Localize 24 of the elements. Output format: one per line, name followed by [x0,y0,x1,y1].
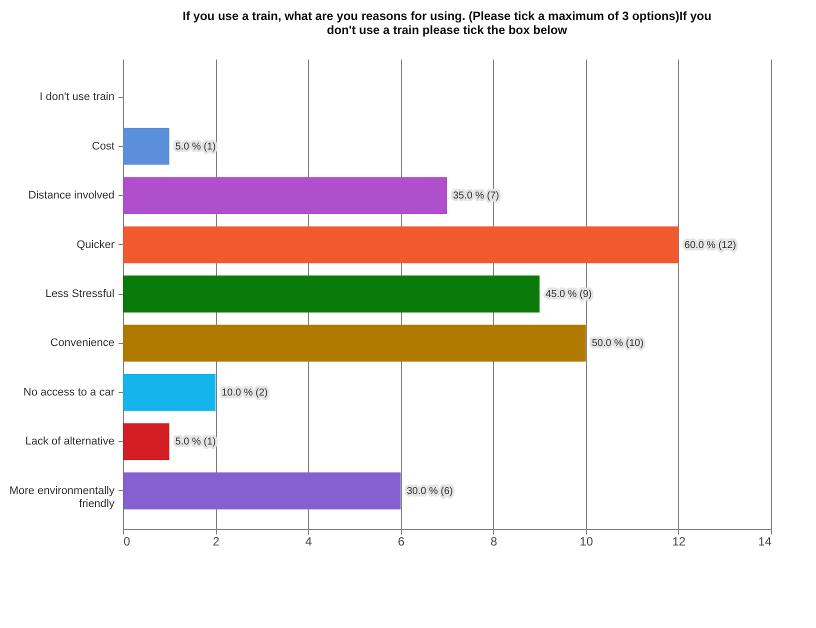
data-label: 30.0 % (6) [406,486,453,497]
data-label: 5.0 % (1) [175,436,216,448]
x-tick-label: 0 [124,534,130,548]
x-tick-label: 4 [305,534,312,548]
x-tick-label: 10 [580,534,594,548]
y-tick-label: Quicker [76,238,115,251]
data-label: 50.0 % (10) [592,338,644,350]
y-tick-label: Less Stressful [45,288,114,300]
y-tick-label: Cost [92,140,114,152]
x-tick-label: 14 [758,534,772,548]
data-label: 10.0 % (2) [222,387,268,398]
x-tick-label: 12 [672,534,686,548]
x-tick-label: 6 [398,534,405,548]
y-tick-label: Convenience [50,337,114,350]
y-tick-label: No access to a car [23,386,115,398]
y-tick-label: Lack of alternative [25,436,114,448]
data-label: 5.0 % (1) [175,141,216,152]
y-tick-label: More environmentally friendly [9,484,115,510]
y-tick-label: I don't use train [40,91,114,104]
chart-title: If you use a train, what are you reasons for using. (Please tick a maximum of 3 options)If you don't use a train please tick the box below [182,9,712,37]
y-tick-label: Distance involved [28,190,114,202]
data-label: 60.0 % (12) [684,240,736,251]
x-tick-label: 2 [212,534,220,548]
x-tick-label: 8 [490,534,498,548]
